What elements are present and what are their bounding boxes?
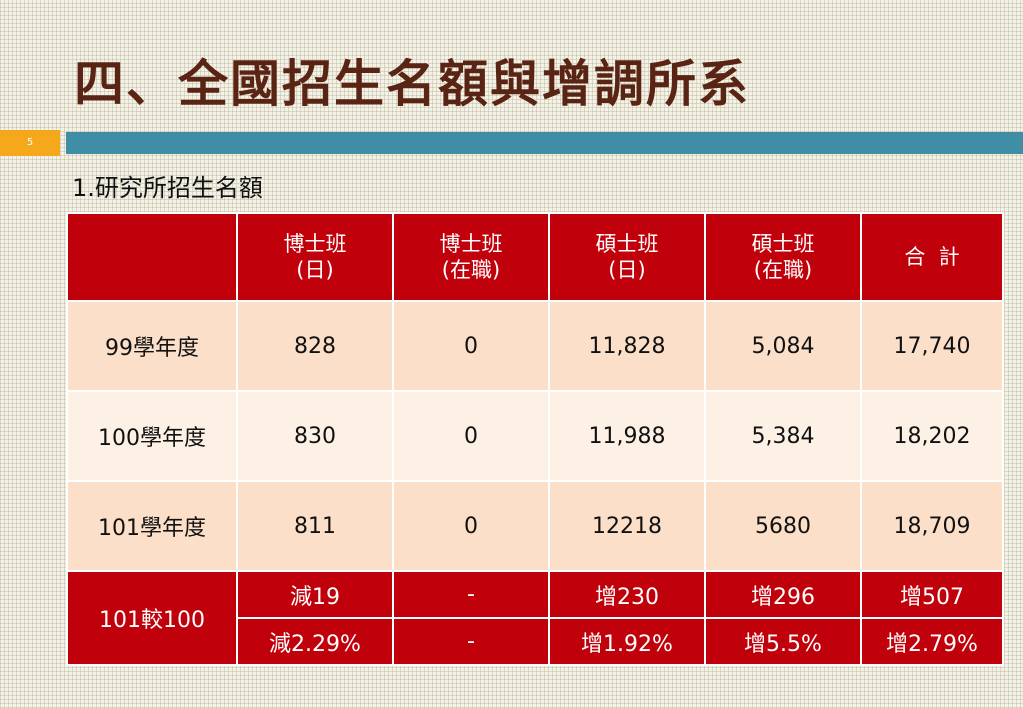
row-label: 100學年度 [66,390,238,482]
table-row: 99學年度 828 0 11,828 5,084 17,740 [66,300,1004,392]
header-cell-corner [66,212,238,302]
enrollment-quota-table: 博士班 (日) 博士班 (在職) 碩士班 (日) 碩士班 (在職) 合 計 99… [66,212,1004,666]
header-line-1: 碩士班 [751,232,815,256]
header-cell-master-inservice: 碩士班 (在職) [704,212,862,302]
percent-cell: 減2.29% [236,617,394,666]
header-band [66,132,1023,154]
table-cell: 18,202 [860,390,1004,482]
table-cell: 811 [236,480,394,572]
header-line-1: 博士班 [439,232,503,256]
comparison-label: 101較100 [66,570,238,666]
diff-cell: 增507 [860,570,1004,619]
comparison-row-diff: 101較100 減19 - 增230 增296 增507 [66,570,1004,666]
header-cell-master-day: 碩士班 (日) [548,212,706,302]
header-line-2: (日) [608,258,646,282]
header-cell-phd-day: 博士班 (日) [236,212,394,302]
header-cell-total: 合 計 [860,212,1004,302]
table-header-row: 博士班 (日) 博士班 (在職) 碩士班 (日) 碩士班 (在職) 合 計 [66,212,1004,302]
table-cell: 0 [392,480,550,572]
table-cell: 5,084 [704,300,862,392]
row-label: 99學年度 [66,300,238,392]
table-cell: 11,828 [548,300,706,392]
header-line-2: (在職) [753,258,813,282]
row-label: 101學年度 [66,480,238,572]
diff-cell: - [392,570,550,619]
header-line-1: 合 計 [904,245,960,269]
diff-cell: 增230 [548,570,706,619]
table-cell: 12218 [548,480,706,572]
table-row: 100學年度 830 0 11,988 5,384 18,202 [66,390,1004,482]
table-cell: 17,740 [860,300,1004,392]
table-cell: 5,384 [704,390,862,482]
table-cell: 830 [236,390,394,482]
table-cell: 5680 [704,480,862,572]
header-line-1: 碩士班 [595,232,659,256]
percent-cell: 增1.92% [548,617,706,666]
table-cell: 0 [392,390,550,482]
percent-cell: 增5.5% [704,617,862,666]
header-line-2: (日) [296,258,334,282]
table-row: 101學年度 811 0 12218 5680 18,709 [66,480,1004,572]
comparison-row-percent: 減2.29% - 增1.92% 增5.5% 增2.79% [67,617,1004,666]
header-line-2: (在職) [441,258,501,282]
table-cell: 11,988 [548,390,706,482]
percent-cell: 增2.79% [860,617,1004,666]
table-cell: 18,709 [860,480,1004,572]
table-cell: 828 [236,300,394,392]
diff-cell: 減19 [236,570,394,619]
slide-number: 5 [0,130,60,156]
diff-cell: 增296 [704,570,862,619]
header-cell-phd-inservice: 博士班 (在職) [392,212,550,302]
table-cell: 0 [392,300,550,392]
percent-cell: - [392,617,550,666]
section-subtitle: 1.研究所招生名額 [72,174,263,202]
slide-title: 四、全國招生名額與增調所系 [74,55,750,113]
header-line-1: 博士班 [283,232,347,256]
